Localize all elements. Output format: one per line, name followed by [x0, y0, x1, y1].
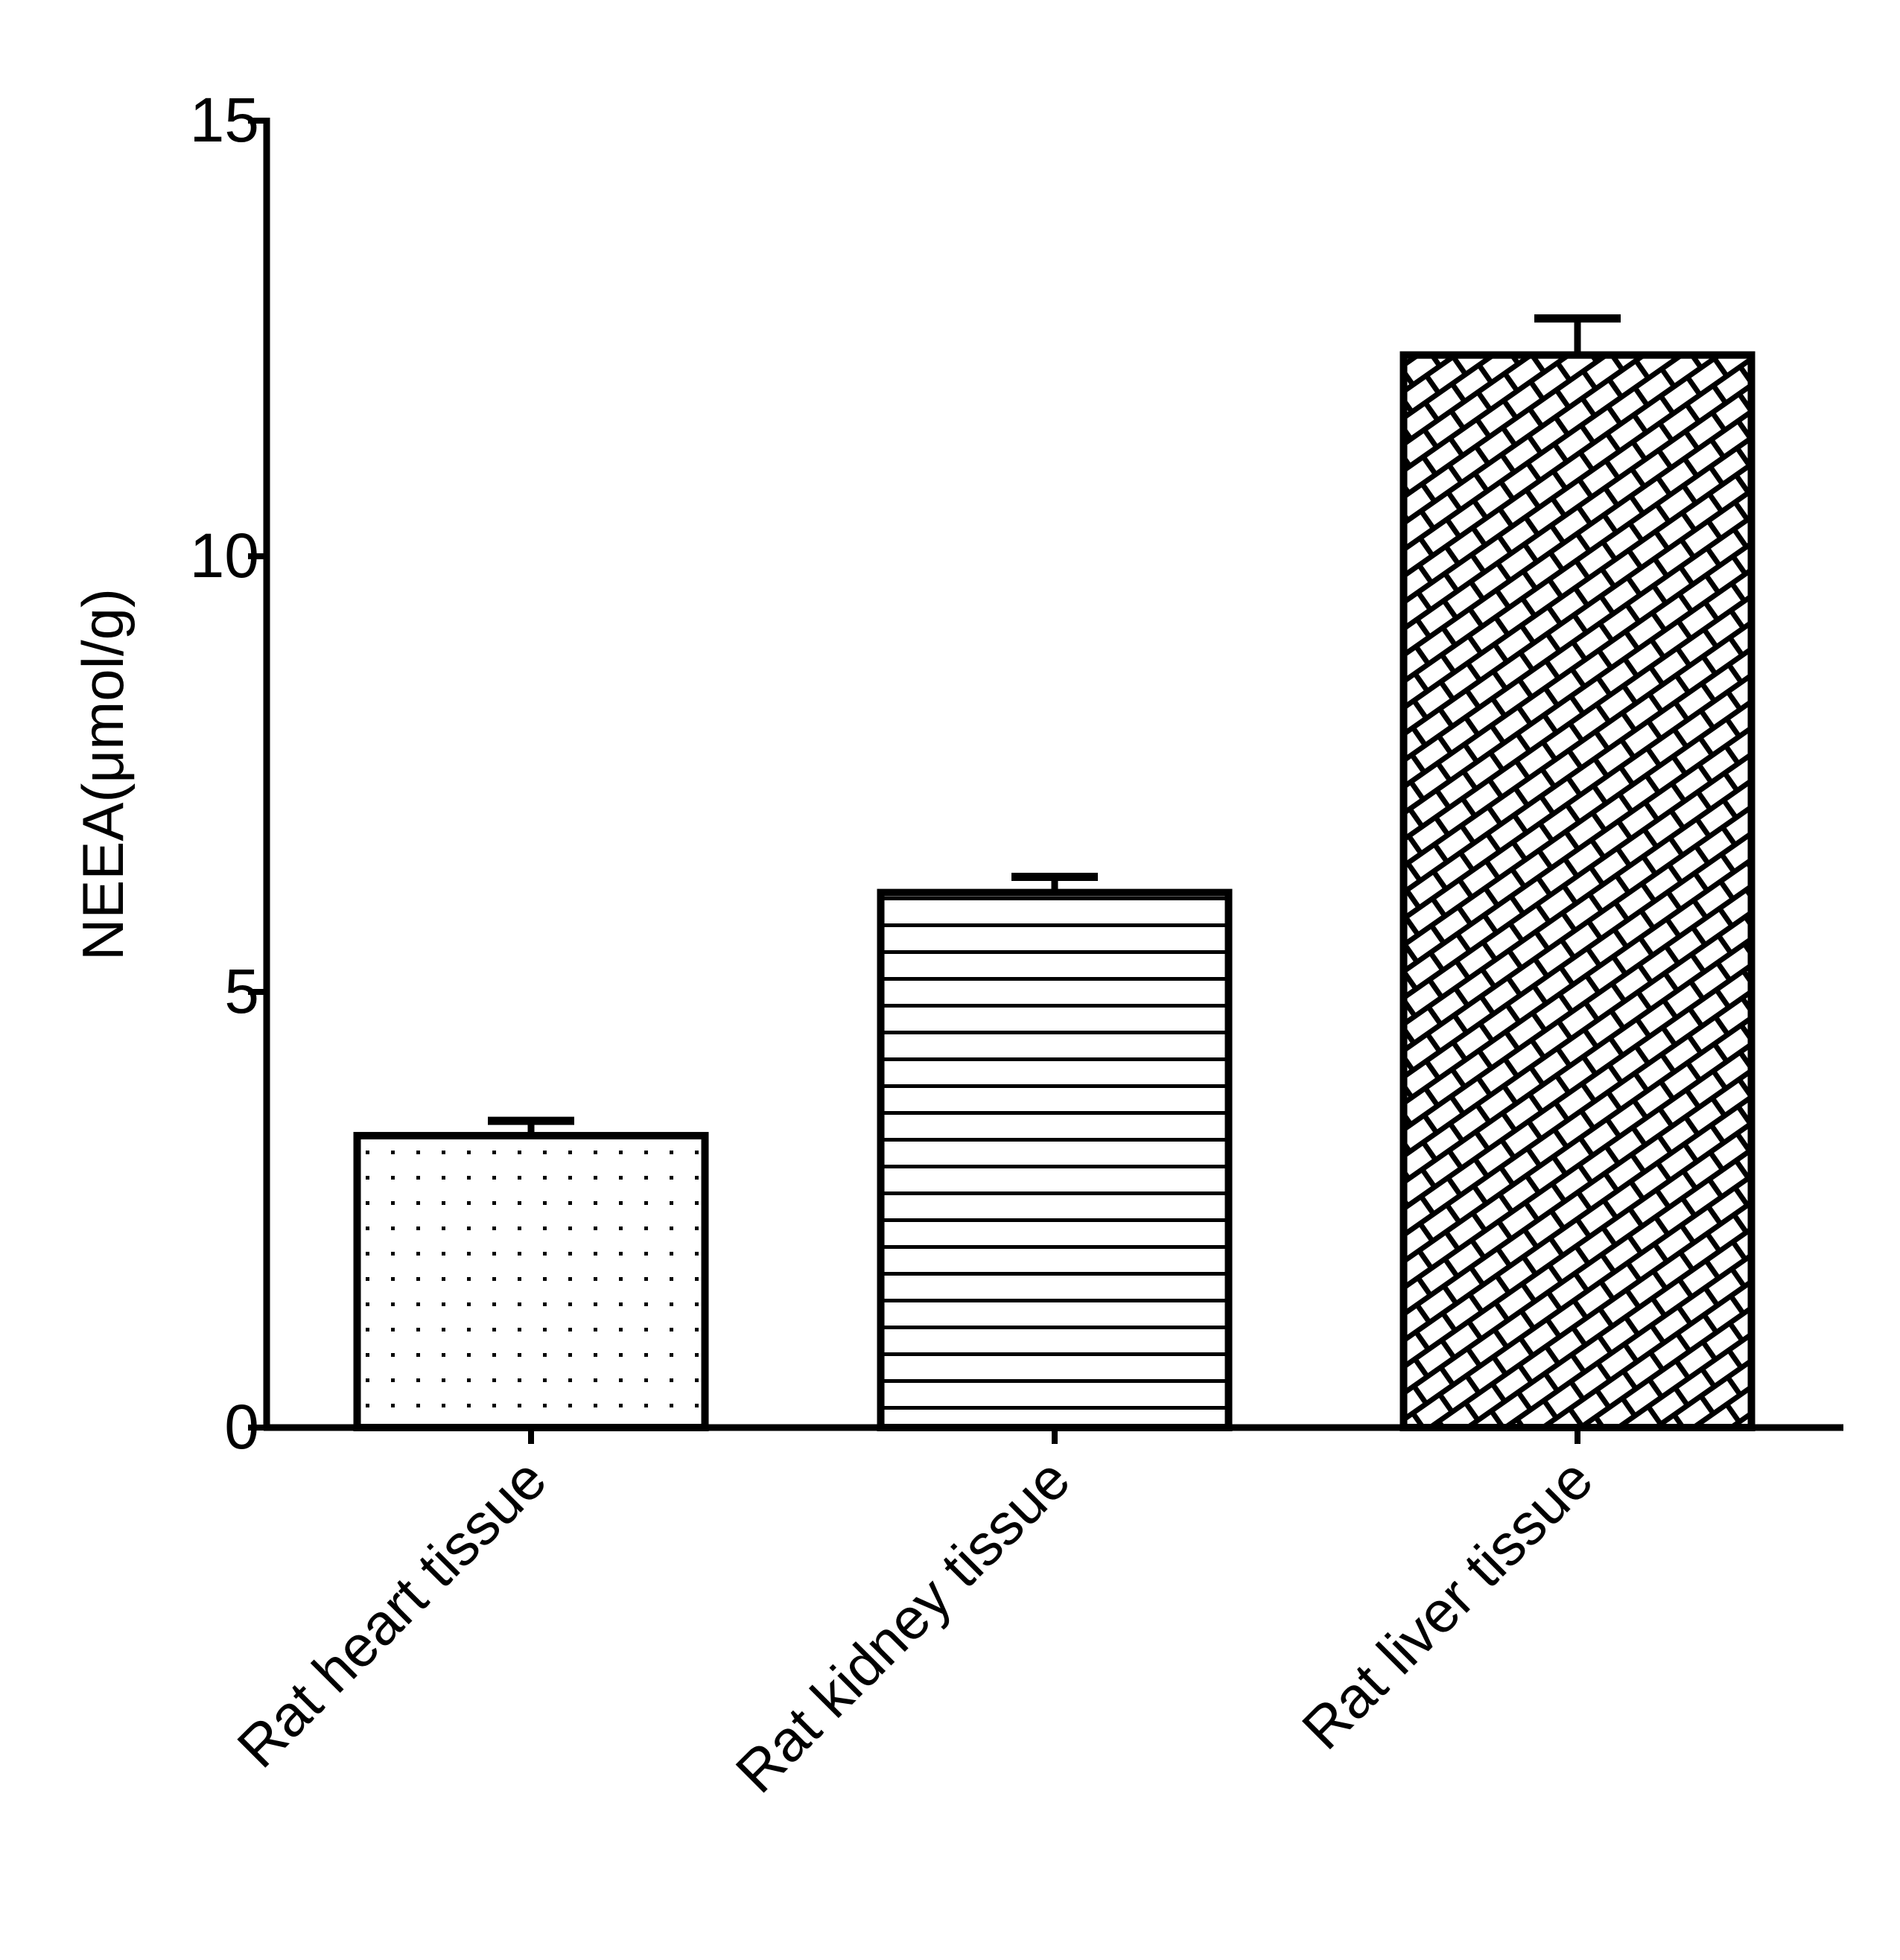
bar	[1399, 351, 1756, 1432]
y-tick-label: 5	[224, 956, 259, 1026]
x-tick-label: Rat heart tissue	[225, 1446, 559, 1781]
y-axis-label: NEEA(μmol/g)	[70, 588, 136, 961]
bar	[877, 888, 1233, 1431]
y-tick-label: 15	[190, 85, 259, 155]
x-tick-label: Rat kidney tissue	[723, 1446, 1082, 1805]
y-tick-label: 10	[190, 521, 259, 591]
x-tick-label: Rat liver tissue	[1289, 1446, 1605, 1762]
bars-layer	[353, 314, 1756, 1432]
bar	[353, 1132, 709, 1432]
y-tick-label: 0	[224, 1392, 259, 1462]
